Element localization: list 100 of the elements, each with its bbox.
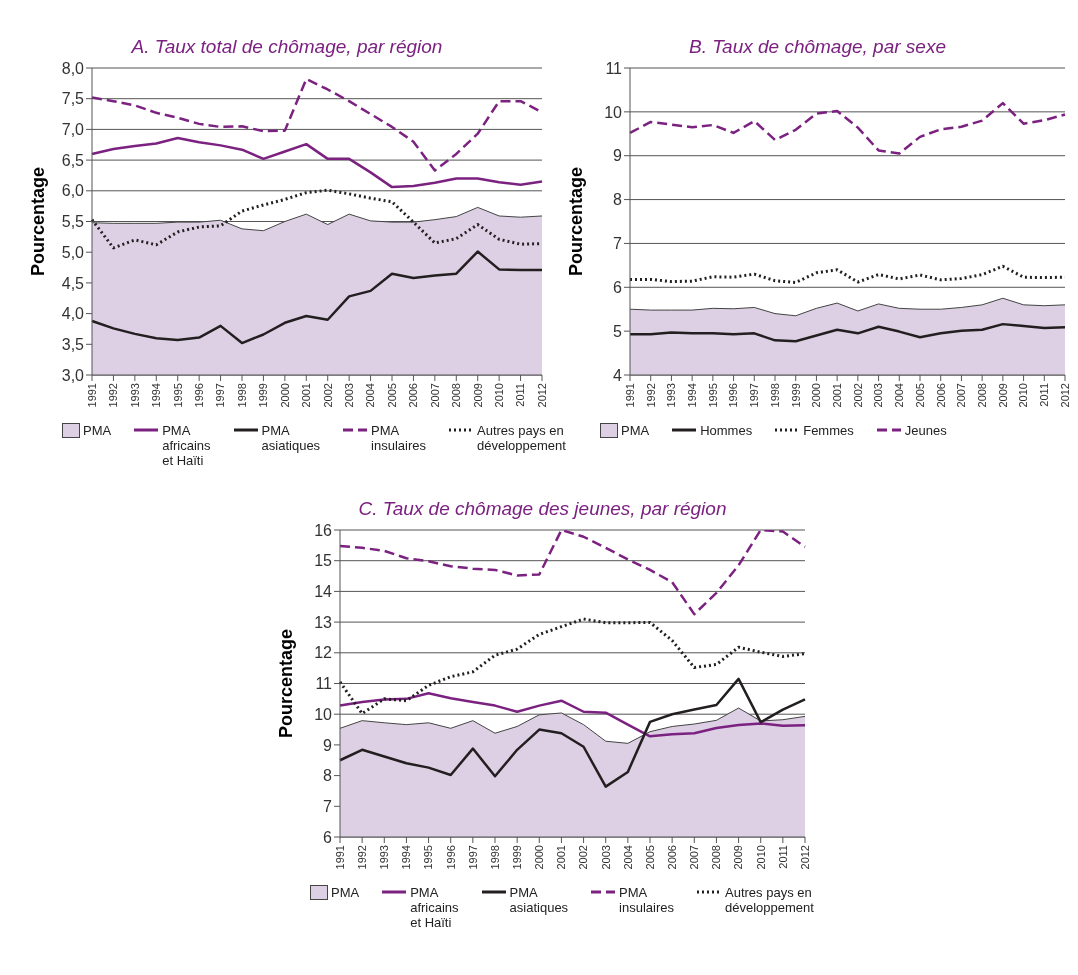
y-tick-label: 16	[314, 521, 333, 539]
x-tick-label: 2002	[321, 383, 334, 408]
y-tick-label: 3,0	[61, 366, 85, 384]
x-tick-label: 1995	[422, 845, 435, 870]
x-tick-label: 2007	[688, 845, 701, 870]
legend-label: Hommes	[700, 423, 753, 438]
x-tick-label: 2001	[300, 383, 313, 408]
x-tick-label: 1993	[665, 383, 678, 408]
x-tick-label: 1992	[355, 845, 368, 870]
y-tick-label: 9	[613, 147, 623, 165]
x-tick-label: 1996	[444, 845, 457, 870]
legend-label: Jeunes	[904, 423, 947, 438]
y-tick-label: 6	[613, 278, 623, 296]
x-tick-label: 2006	[934, 383, 947, 408]
chart-title: A. Taux total de chômage, par région	[130, 36, 444, 59]
line-series	[90, 250, 544, 345]
x-tick-label: 1991	[333, 845, 346, 870]
x-tick-label: 2004	[364, 383, 377, 408]
x-tick-label: 2009	[732, 845, 745, 870]
y-tick-label: 3,5	[61, 335, 85, 353]
legend-label: PMA africains et Haïti	[162, 423, 211, 468]
line-series	[628, 322, 1067, 343]
x-tick-label: 2011	[776, 845, 789, 869]
y-tick-label: 10	[604, 103, 623, 121]
x-tick-label: 2010	[754, 845, 767, 870]
y-tick-label: 12	[314, 644, 333, 662]
x-tick-label: 1994	[150, 383, 163, 408]
x-tick-label: 1993	[378, 845, 391, 870]
legend-label: PMA insulaires	[371, 423, 427, 453]
x-tick-label: 1995	[706, 383, 719, 408]
x-tick-label: 1994	[685, 383, 698, 408]
x-tick-label: 2000	[278, 383, 291, 408]
y-axis-title: Pourcentage	[276, 628, 297, 739]
x-tick-label: 2001	[555, 845, 568, 870]
x-tick-label: 1991	[85, 383, 98, 408]
y-tick-label: 7	[323, 797, 333, 815]
x-tick-label: 1997	[466, 845, 479, 870]
x-tick-label: 2003	[599, 845, 612, 870]
x-tick-label: 1992	[644, 383, 657, 408]
chart-title: C. Taux de chômage des jeunes, par région	[357, 498, 728, 521]
x-tick-label: 2012	[798, 845, 811, 870]
y-tick-label: 5	[613, 322, 623, 340]
y-tick-label: 15	[314, 552, 333, 570]
x-tick-label: 1993	[128, 383, 141, 408]
x-tick-label: 2008	[450, 383, 463, 408]
x-tick-label: 2012	[1058, 383, 1071, 408]
x-tick-label: 2007	[428, 383, 441, 408]
y-tick-label: 8	[613, 191, 623, 209]
x-tick-label: 2005	[643, 845, 656, 870]
x-tick-label: 2007	[955, 383, 968, 408]
x-tick-label: 2000	[533, 845, 546, 870]
legend-label: PMA	[621, 423, 650, 438]
legend-label: Autres pays en développement	[725, 885, 814, 915]
x-tick-label: 1999	[789, 383, 802, 408]
y-tick-label: 4,5	[61, 274, 85, 292]
x-tick-label: 2002	[851, 383, 864, 408]
x-tick-label: 2011	[514, 383, 527, 407]
x-tick-label: 1997	[748, 383, 761, 408]
y-tick-label: 6	[323, 828, 333, 846]
x-tick-label: 1999	[257, 383, 270, 408]
x-tick-label: 1997	[214, 383, 227, 408]
y-tick-label: 8	[323, 767, 333, 785]
x-tick-label: 1995	[171, 383, 184, 408]
legend-label: PMA asiatiques	[261, 423, 321, 453]
x-tick-label: 1996	[727, 383, 740, 408]
x-tick-label: 1998	[768, 383, 781, 408]
x-tick-label: 1991	[623, 383, 636, 408]
y-tick-label: 9	[323, 736, 333, 754]
y-axis-title: Pourcentage	[566, 166, 587, 277]
x-tick-label: 2002	[577, 845, 590, 870]
y-tick-label: 8,0	[61, 59, 85, 77]
x-tick-label: 2001	[830, 383, 843, 408]
y-tick-label: 4,0	[61, 305, 85, 323]
y-tick-label: 14	[314, 583, 333, 601]
x-tick-label: 2012	[535, 383, 548, 408]
legend-label: Autres pays en développement	[477, 423, 566, 453]
legend-label: Femmes	[803, 423, 854, 438]
y-axis-title: Pourcentage	[28, 166, 49, 277]
legend-label: PMA	[83, 423, 112, 438]
legend-label: PMA insulaires	[619, 885, 675, 915]
x-tick-label: 2005	[913, 383, 926, 408]
x-tick-label: 2008	[710, 845, 723, 870]
x-tick-label: 2006	[665, 845, 678, 870]
y-tick-label: 11	[315, 675, 333, 693]
legend-label: PMA africains et Haïti	[410, 885, 459, 930]
x-tick-label: 2004	[621, 845, 634, 870]
y-tick-label: 11	[605, 59, 623, 77]
y-tick-label: 7,0	[61, 121, 85, 139]
y-tick-label: 6,5	[61, 151, 85, 169]
y-tick-label: 4	[613, 366, 623, 384]
legend-label: PMA	[331, 885, 360, 900]
x-tick-label: 1992	[107, 383, 120, 408]
x-tick-label: 2010	[1017, 383, 1030, 408]
x-tick-label: 2006	[407, 383, 420, 408]
x-tick-label: 2009	[471, 383, 484, 408]
x-tick-label: 2000	[810, 383, 823, 408]
y-tick-label: 7	[613, 235, 623, 253]
y-tick-label: 5,0	[61, 243, 85, 261]
y-tick-label: 13	[314, 613, 333, 631]
y-tick-label: 7,5	[61, 90, 85, 108]
